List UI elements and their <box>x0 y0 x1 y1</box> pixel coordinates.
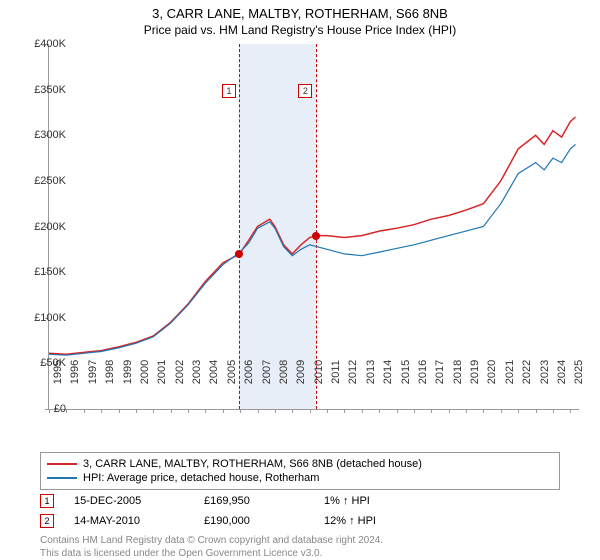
legend-swatch <box>47 477 77 479</box>
transaction-delta: 1% ↑ HPI <box>324 495 370 507</box>
legend-box: 3, CARR LANE, MALTBY, ROTHERHAM, S66 8NB… <box>40 452 560 490</box>
legend-swatch <box>47 463 77 465</box>
legend-label: HPI: Average price, detached house, Roth… <box>83 472 319 484</box>
transaction-row: 1 15-DEC-2005 £169,950 1% ↑ HPI <box>40 494 560 508</box>
transaction-date: 14-MAY-2010 <box>74 515 204 527</box>
legend-row: HPI: Average price, detached house, Roth… <box>47 471 553 485</box>
transaction-marker: 1 <box>40 494 54 508</box>
legend-row: 3, CARR LANE, MALTBY, ROTHERHAM, S66 8NB… <box>47 457 553 471</box>
footer-text: Contains HM Land Registry data © Crown c… <box>40 534 383 560</box>
plot-area: 12 <box>48 44 579 410</box>
chart-title: 3, CARR LANE, MALTBY, ROTHERHAM, S66 8NB <box>0 0 600 21</box>
transaction-price: £169,950 <box>204 495 324 507</box>
transaction-row: 2 14-MAY-2010 £190,000 12% ↑ HPI <box>40 514 560 528</box>
legend-label: 3, CARR LANE, MALTBY, ROTHERHAM, S66 8NB… <box>83 458 422 470</box>
chart-lines <box>49 44 579 409</box>
chart-subtitle: Price paid vs. HM Land Registry's House … <box>0 21 600 37</box>
footer-line: This data is licensed under the Open Gov… <box>40 547 383 560</box>
chart-container: 3, CARR LANE, MALTBY, ROTHERHAM, S66 8NB… <box>0 0 600 560</box>
transaction-price: £190,000 <box>204 515 324 527</box>
footer-line: Contains HM Land Registry data © Crown c… <box>40 534 383 547</box>
transaction-date: 15-DEC-2005 <box>74 495 204 507</box>
transaction-delta: 12% ↑ HPI <box>324 515 376 527</box>
transaction-marker: 2 <box>40 514 54 528</box>
